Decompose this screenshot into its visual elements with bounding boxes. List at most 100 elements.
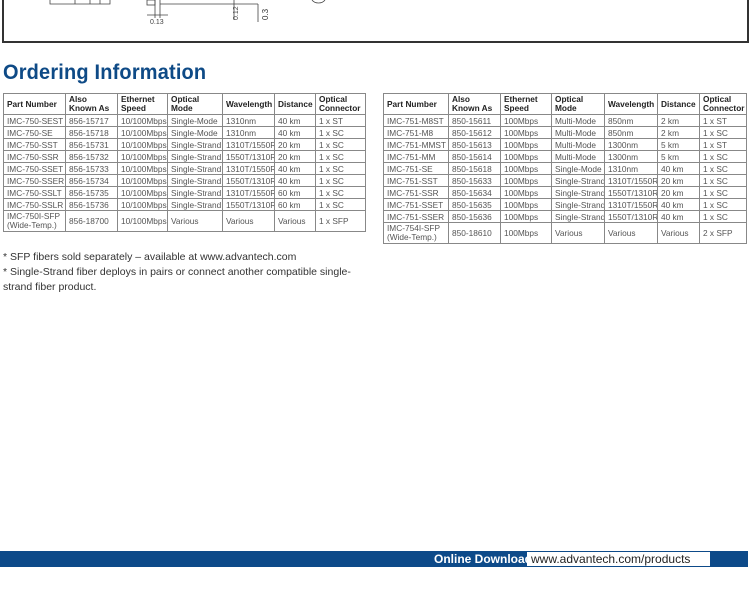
table-cell: 850-15618 bbox=[448, 162, 501, 175]
table-cell: Various bbox=[657, 222, 700, 244]
table-cell: 1 x ST bbox=[699, 114, 747, 127]
table-cell: IMC-750-SSLT bbox=[3, 186, 66, 199]
table-cell: 10/100Mbps bbox=[117, 210, 168, 232]
table-cell: 1310nm bbox=[222, 114, 275, 127]
table-cell: 100Mbps bbox=[500, 198, 552, 211]
table-cell: IMC-751-SSR bbox=[383, 186, 449, 199]
table-cell: 1 x SC bbox=[315, 174, 366, 187]
table-cell: 1550T/1310R bbox=[222, 174, 275, 187]
table-row: IMC-751-SSR 850-15634 100Mbps Single-Strand… bbox=[383, 186, 747, 199]
table-cell: 1 x SC bbox=[315, 150, 366, 163]
table-cell: Single-Mode bbox=[167, 114, 223, 127]
table-cell: 1 x SC bbox=[315, 198, 366, 211]
ordering-table-imc-750: Part Number Also Known As Ethernet Speed Op… bbox=[3, 93, 366, 232]
table-row: IMC-750-SSER 856-15734 10/100Mbps Single-St… bbox=[3, 174, 366, 187]
table-cell: 100Mbps bbox=[500, 150, 552, 163]
column-header: Wavelength bbox=[222, 93, 275, 115]
table-cell: 60 km bbox=[274, 198, 316, 211]
footnote: * SFP fibers sold separately – available… bbox=[3, 251, 297, 263]
table-row: IMC-750-SSET 856-15733 10/100Mbps Single-St… bbox=[3, 162, 366, 175]
table-cell: 2 km bbox=[657, 126, 700, 139]
table-row: IMC-751-SSET 850-15635 100Mbps Single-Stran… bbox=[383, 198, 747, 211]
table-row: IMC-751-SE 850-15618 100Mbps Single-Mode 131… bbox=[383, 162, 747, 175]
table-cell: 5 km bbox=[657, 138, 700, 151]
table-cell: IMC-751-MMST bbox=[383, 138, 449, 151]
table-cell: Single-Strand bbox=[551, 186, 605, 199]
table-cell: 1 x SC bbox=[699, 162, 747, 175]
table-cell: IMC-751-MM bbox=[383, 150, 449, 163]
table-cell: IMC-750-SST bbox=[3, 138, 66, 151]
table-cell: 40 km bbox=[657, 198, 700, 211]
table-cell: 1550T/1310R bbox=[604, 210, 658, 223]
column-header: Optical Mode bbox=[551, 93, 605, 115]
table-cell: IMC-750-SSET bbox=[3, 162, 66, 175]
table-cell: 850-15611 bbox=[448, 114, 501, 127]
table-cell: 856-15717 bbox=[65, 114, 118, 127]
table-cell: 100Mbps bbox=[500, 114, 552, 127]
column-header: Distance bbox=[274, 93, 316, 115]
table-cell: 100Mbps bbox=[500, 138, 552, 151]
table-cell: IMC-750-SSR bbox=[3, 150, 66, 163]
table-cell: 20 km bbox=[657, 186, 700, 199]
table-cell: 856-15735 bbox=[65, 186, 118, 199]
table-cell: 20 km bbox=[274, 150, 316, 163]
table-cell: 1310T/1550R bbox=[604, 198, 658, 211]
table-cell: 850-15614 bbox=[448, 150, 501, 163]
table-cell: 40 km bbox=[274, 174, 316, 187]
online-download-label: Online Download bbox=[434, 552, 532, 566]
table-cell: 856-18700 bbox=[65, 210, 118, 232]
table-cell: 1310T/1550R bbox=[604, 174, 658, 187]
table-cell: 40 km bbox=[657, 210, 700, 223]
table-header-row: Part Number Also Known As Ethernet Speed Op… bbox=[383, 93, 747, 115]
table-cell: 100Mbps bbox=[500, 162, 552, 175]
table-cell: IMC-750-SSLR bbox=[3, 198, 66, 211]
drawing-frame bbox=[2, 0, 749, 43]
table-cell: IMC-750-SSER bbox=[3, 174, 66, 187]
table-cell: IMC-751-SSET bbox=[383, 198, 449, 211]
table-cell: 100Mbps bbox=[500, 186, 552, 199]
table-cell: 850-15633 bbox=[448, 174, 501, 187]
table-cell: Single-Strand bbox=[167, 174, 223, 187]
column-header: Part Number bbox=[383, 93, 449, 115]
table-cell: 1310T/1550R bbox=[222, 162, 275, 175]
table-cell: 856-15732 bbox=[65, 150, 118, 163]
table-cell: 1 x SC bbox=[699, 126, 747, 139]
table-row: IMC-751-MM 850-15614 100Mbps Multi-Mode 1300… bbox=[383, 150, 747, 163]
table-row: IMC-751-M8ST 850-15611 100Mbps Multi-Mode 85… bbox=[383, 114, 747, 127]
table-cell: 1300nm bbox=[604, 150, 658, 163]
table-cell: Single-Strand bbox=[167, 138, 223, 151]
table-cell: 850-15613 bbox=[448, 138, 501, 151]
column-header: Ethernet Speed bbox=[500, 93, 552, 115]
table-cell: IMC-750-SEST bbox=[3, 114, 66, 127]
table-cell: 850nm bbox=[604, 126, 658, 139]
table-cell: Single-Strand bbox=[167, 150, 223, 163]
table-cell: 856-15734 bbox=[65, 174, 118, 187]
column-header: Wavelength bbox=[604, 93, 658, 115]
table-cell: Various bbox=[551, 222, 605, 244]
table-cell: Single-Mode bbox=[551, 162, 605, 175]
download-url-link[interactable]: www.advantech.com/products bbox=[527, 552, 710, 566]
table-row: IMC-750-SSLR 856-15736 10/100Mbps Single-St… bbox=[3, 198, 366, 211]
table-cell: 850-15634 bbox=[448, 186, 501, 199]
table-cell: 1 x SC bbox=[699, 186, 747, 199]
table-cell: 1 x SC bbox=[315, 126, 366, 139]
table-cell: 1 x SC bbox=[315, 138, 366, 151]
table-cell: 1 x SC bbox=[699, 150, 747, 163]
table-cell: 5 km bbox=[657, 150, 700, 163]
table-cell: Multi-Mode bbox=[551, 150, 605, 163]
table-cell: Various bbox=[167, 210, 223, 232]
table-cell: IMC-754I-SFP (Wide-Temp.) bbox=[383, 222, 449, 244]
table-cell: 10/100Mbps bbox=[117, 138, 168, 151]
table-cell: 10/100Mbps bbox=[117, 162, 168, 175]
table-cell: 1 x SC bbox=[699, 210, 747, 223]
table-row: IMC-750-SE 856-15718 10/100Mbps Single-Mode… bbox=[3, 126, 366, 139]
table-cell: 1310nm bbox=[222, 126, 275, 139]
table-cell: Single-Strand bbox=[551, 210, 605, 223]
table-header-row: Part Number Also Known As Ethernet Speed Op… bbox=[3, 93, 366, 115]
table-cell: 1310T/1550R bbox=[222, 186, 275, 199]
table-cell: 100Mbps bbox=[500, 174, 552, 187]
table-cell: 856-15736 bbox=[65, 198, 118, 211]
table-cell: 2 x SFP bbox=[699, 222, 747, 244]
table-cell: 40 km bbox=[657, 162, 700, 175]
column-header: Optical Connector bbox=[315, 93, 366, 115]
